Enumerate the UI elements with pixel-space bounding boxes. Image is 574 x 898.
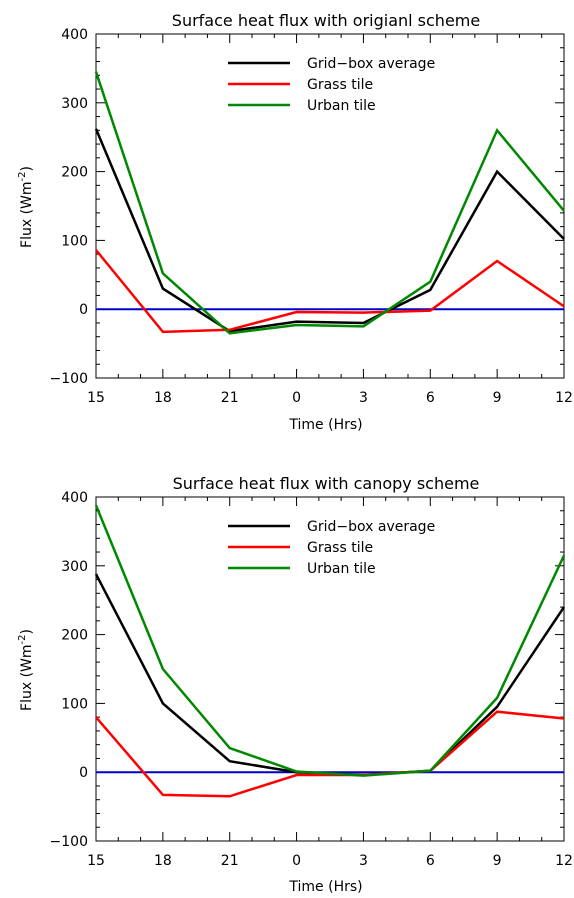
chart-title: Surface heat flux with origianl scheme (172, 11, 480, 30)
x-tick-label: 12 (555, 390, 573, 406)
legend-label-1: Grass tile (307, 77, 373, 93)
x-tick-label: 0 (292, 853, 301, 869)
y-tick-label: −100 (50, 834, 88, 850)
x-tick-label: 21 (221, 390, 239, 406)
y-tick-label: 0 (79, 765, 88, 781)
y-tick-label: 400 (61, 490, 88, 506)
y-tick-label: 300 (61, 96, 88, 112)
x-tick-label: 9 (493, 390, 502, 406)
y-tick-label: 400 (61, 27, 88, 43)
plot-frame (95, 33, 565, 379)
legend: Grid−box average Grass tile Urban tile (228, 519, 435, 577)
legend-label-2: Urban tile (307, 98, 376, 114)
axis-ticks (95, 496, 565, 842)
series-lines (94, 71, 565, 335)
series-line-2 (94, 71, 565, 335)
series-lines (94, 504, 566, 798)
series-line-2 (94, 504, 566, 777)
x-tick-label: 21 (221, 853, 239, 869)
legend-label-1: Grass tile (307, 540, 373, 556)
x-tick-label: 3 (359, 853, 368, 869)
series-line-0 (94, 128, 565, 333)
y-tick-label: 200 (61, 165, 88, 181)
series-line-1 (95, 249, 565, 334)
legend-label-0: Grid−box average (307, 519, 435, 535)
x-tick-label: 15 (87, 853, 105, 869)
legend-label-2: Urban tile (307, 561, 376, 577)
x-axis-label: Time (Hrs) (288, 417, 362, 433)
x-tick-label: 12 (555, 853, 573, 869)
legend-label-0: Grid−box average (307, 56, 435, 72)
y-tick-label: 200 (61, 628, 88, 644)
x-tick-label: 9 (493, 853, 502, 869)
chart-panel-original-scheme: Surface heat flux with origianl scheme 1… (17, 11, 573, 433)
tick-labels: 15 18 21 0 3 6 9 12 −100 0 100 200 300 400 (50, 490, 573, 869)
y-tick-label: 0 (79, 302, 88, 318)
y-axis-label: Flux (Wm-2) (17, 629, 35, 711)
legend: Grid−box average Grass tile Urban tile (228, 56, 435, 114)
x-tick-label: 18 (154, 853, 172, 869)
y-axis-label-superscript: -2 (17, 171, 28, 181)
x-tick-label: 6 (426, 853, 435, 869)
axis-ticks (95, 33, 565, 379)
x-tick-label: 15 (87, 390, 105, 406)
y-tick-label: −100 (50, 371, 88, 387)
y-tick-label: 300 (61, 559, 88, 575)
y-tick-label: 100 (61, 233, 88, 249)
x-tick-label: 18 (154, 390, 172, 406)
plot-frame (95, 496, 565, 842)
chart-panel-canopy-scheme: Surface heat flux with canopy scheme 15 1… (17, 474, 573, 895)
x-axis-label: Time (Hrs) (288, 879, 362, 895)
y-tick-label: 100 (61, 696, 88, 712)
y-axis-label-superscript: -2 (17, 634, 28, 644)
series-line-1 (95, 710, 565, 798)
chart-title: Surface heat flux with canopy scheme (173, 474, 480, 493)
x-tick-label: 0 (292, 390, 301, 406)
tick-labels: 15 18 21 0 3 6 9 12 −100 0 100 200 300 400 (50, 27, 573, 406)
x-tick-label: 6 (426, 390, 435, 406)
y-axis-label: Flux (Wm-2) (17, 166, 35, 248)
x-tick-label: 3 (359, 390, 368, 406)
